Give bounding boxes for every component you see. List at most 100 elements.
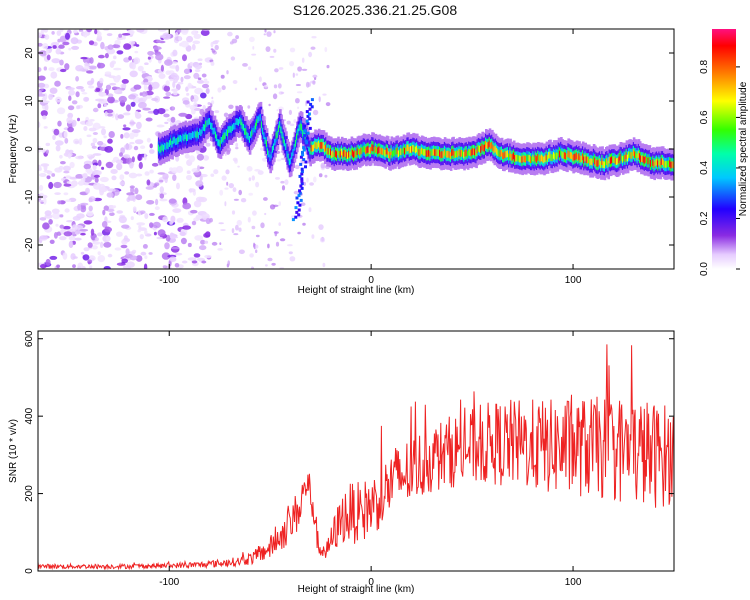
heatmap-speckle (83, 220, 93, 225)
heatmap-ridge-cell (295, 210, 299, 214)
heatmap-speckle (183, 68, 191, 75)
heatmap-speckle (207, 102, 211, 105)
heatmap-speckle (56, 107, 66, 115)
heatmap-speckle (114, 247, 122, 251)
heatmap-speckle (129, 162, 134, 169)
heatmap-speckle (202, 105, 206, 110)
heatmap-ridge-cell (299, 184, 303, 188)
heatmap-speckle (119, 181, 126, 186)
heatmap-speckle (189, 61, 193, 67)
heatmap-speckle (229, 41, 234, 45)
heatmap-speckle (293, 190, 300, 195)
heatmap-speckle (188, 188, 196, 193)
heatmap-speckle (319, 237, 326, 243)
heatmap-speckle (302, 222, 306, 226)
heatmap-speckle (62, 41, 70, 46)
heatmap-speckle (68, 240, 74, 248)
heatmap-speckle (175, 83, 181, 91)
heatmap-speckle (147, 51, 155, 56)
heatmap-speckle (191, 43, 196, 51)
heatmap-speckle (182, 202, 192, 210)
heatmap-speckle (233, 233, 239, 236)
snr-ylabel: SNR (10 * v/v) (8, 419, 19, 483)
heatmap-speckle (99, 146, 105, 151)
heatmap-speckle (195, 180, 204, 187)
heatmap-speckle (142, 244, 148, 249)
heatmap-speckle (151, 81, 160, 89)
heatmap-speckle (159, 186, 164, 194)
heatmap-speckle (102, 209, 106, 216)
heatmap-speckle (238, 249, 245, 255)
heatmap-speckle (91, 145, 97, 149)
heatmap-speckle (70, 37, 79, 45)
heatmap-ridge-cell (300, 186, 304, 190)
heatmap-speckle (100, 41, 105, 50)
heatmap-speckle (143, 153, 147, 161)
heatmap-speckle (86, 80, 94, 86)
heatmap-speckle (171, 88, 179, 92)
heatmap-speckle (42, 222, 50, 230)
heatmap-speckle (46, 175, 51, 180)
heatmap-speckle (107, 138, 113, 144)
heatmap-speckle (46, 54, 51, 61)
heatmap-speckle (201, 29, 211, 32)
heatmap-speckle (237, 165, 240, 168)
heatmap-speckle (136, 222, 146, 226)
heatmap-speckle (50, 71, 58, 79)
heatmap-ylabel: Frequency (Hz) (8, 115, 19, 184)
heatmap-speckle (112, 205, 117, 209)
heatmap-speckle (114, 89, 123, 95)
heatmap-speckle (122, 265, 132, 269)
heatmap-speckle (281, 185, 286, 191)
heatmap-speckle (122, 34, 126, 40)
heatmap-speckle (116, 36, 124, 41)
heatmap-speckle (40, 201, 44, 204)
heatmap-speckle (227, 260, 230, 266)
heatmap-speckle (85, 168, 93, 173)
heatmap-speckle (52, 45, 57, 49)
heatmap-speckle (180, 237, 187, 245)
colorbar-tick-label: 0.0 (699, 262, 710, 276)
heatmap-speckle (324, 174, 328, 178)
heatmap-speckle (120, 244, 128, 249)
heatmap-ridge-cell (305, 141, 309, 145)
heatmap-speckle (182, 225, 192, 230)
heatmap-speckle (235, 142, 239, 148)
heatmap-speckle (228, 183, 234, 189)
heatmap-speckle (123, 43, 132, 50)
heatmap-speckle (91, 245, 98, 250)
heatmap-speckle (98, 54, 105, 59)
heatmap-speckle (264, 84, 269, 88)
heatmap-speckle (60, 161, 66, 165)
heatmap-speckle (204, 240, 209, 244)
heatmap-speckle (232, 187, 237, 193)
heatmap-speckle (275, 177, 280, 180)
heatmap-speckle (145, 117, 153, 122)
heatmap-speckle (186, 170, 191, 174)
heatmap-speckle (269, 55, 275, 58)
heatmap-speckle (200, 239, 206, 245)
heatmap-speckle (297, 231, 301, 235)
heatmap-speckle (248, 66, 252, 70)
heatmap-ridge-cell (308, 117, 312, 121)
heatmap-speckle (264, 212, 267, 216)
heatmap-speckle (161, 252, 171, 260)
heatmap-speckle (162, 173, 169, 180)
heatmap-speckle (165, 91, 172, 97)
heatmap-speckle (214, 40, 220, 43)
heatmap-speckle (39, 184, 44, 191)
heatmap-speckle (193, 101, 198, 109)
heatmap-speckle (134, 110, 139, 117)
heatmap-ridge-cell (296, 201, 300, 205)
heatmap-speckle (235, 35, 240, 40)
heatmap-speckle (151, 162, 159, 167)
heatmap-speckle (162, 265, 168, 269)
heatmap-speckle (142, 81, 152, 86)
heatmap-speckle (113, 67, 122, 71)
heatmap-speckle (39, 217, 47, 221)
heatmap-speckle (71, 180, 78, 187)
heatmap-speckle (75, 155, 84, 160)
heatmap-speckle (278, 201, 282, 207)
heatmap-speckle (48, 93, 53, 100)
heatmap-speckle (140, 251, 147, 256)
